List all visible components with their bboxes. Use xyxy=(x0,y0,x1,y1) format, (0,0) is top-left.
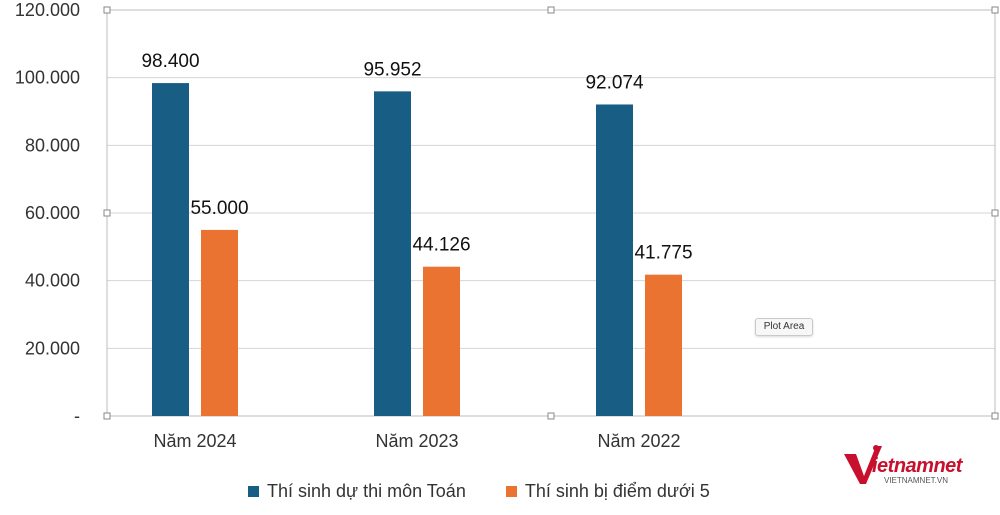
x-tick-label: Năm 2022 xyxy=(597,431,680,451)
y-tick-label: 120.000 xyxy=(15,0,80,20)
y-tick-label: 60.000 xyxy=(25,203,80,223)
legend-item-series-1[interactable]: Thí sinh dự thi môn Toán xyxy=(248,481,466,502)
legend-label-series-2: Thí sinh bị điểm dưới 5 xyxy=(524,480,710,501)
selection-handle xyxy=(991,6,999,14)
bar xyxy=(423,266,460,416)
y-tick-label: 80.000 xyxy=(25,135,80,155)
legend-item-series-2[interactable]: Thí sinh bị điểm dưới 5 xyxy=(505,480,710,502)
selection-handle xyxy=(547,412,555,420)
data-label: 98.400 xyxy=(141,51,199,72)
selection-handle xyxy=(991,209,999,217)
legend: Thí sinh dự thi môn Toán Thí sinh bị điể… xyxy=(248,478,750,504)
selection-handle xyxy=(103,412,111,420)
y-tick-label: 100.000 xyxy=(15,68,80,88)
svg-text:VIETNAMNET.VN: VIETNAMNET.VN xyxy=(884,476,948,485)
vietnamnet-logo: ietnamnet VIETNAMNET.VN xyxy=(844,445,964,485)
svg-text:ietnamnet: ietnamnet xyxy=(872,455,964,477)
legend-swatch-series-2 xyxy=(505,485,517,497)
data-label: 95.952 xyxy=(363,59,421,80)
selection-handle xyxy=(991,412,999,420)
data-label: 55.000 xyxy=(190,198,248,219)
legend-swatch-series-1 xyxy=(248,485,259,497)
bar xyxy=(374,91,411,416)
bar xyxy=(645,274,682,416)
selection-handle xyxy=(103,6,111,14)
bar xyxy=(201,229,238,416)
data-label: 41.775 xyxy=(634,243,692,264)
bar xyxy=(152,83,189,416)
data-label: 92.074 xyxy=(585,72,644,93)
legend-label-series-1: Thí sinh dự thi môn Toán xyxy=(267,480,466,501)
bar xyxy=(596,104,633,416)
y-tick-label: 20.000 xyxy=(25,338,80,358)
x-tick-label: Năm 2024 xyxy=(153,431,236,451)
x-tick-label: Năm 2023 xyxy=(375,431,458,451)
selection-handle xyxy=(103,209,111,217)
y-tick-label: - xyxy=(74,406,80,426)
y-tick-label: 40.000 xyxy=(25,271,80,291)
plot-area-tooltip: Plot Area xyxy=(755,318,813,336)
data-label: 44.126 xyxy=(412,235,470,256)
selection-handle xyxy=(547,6,555,14)
